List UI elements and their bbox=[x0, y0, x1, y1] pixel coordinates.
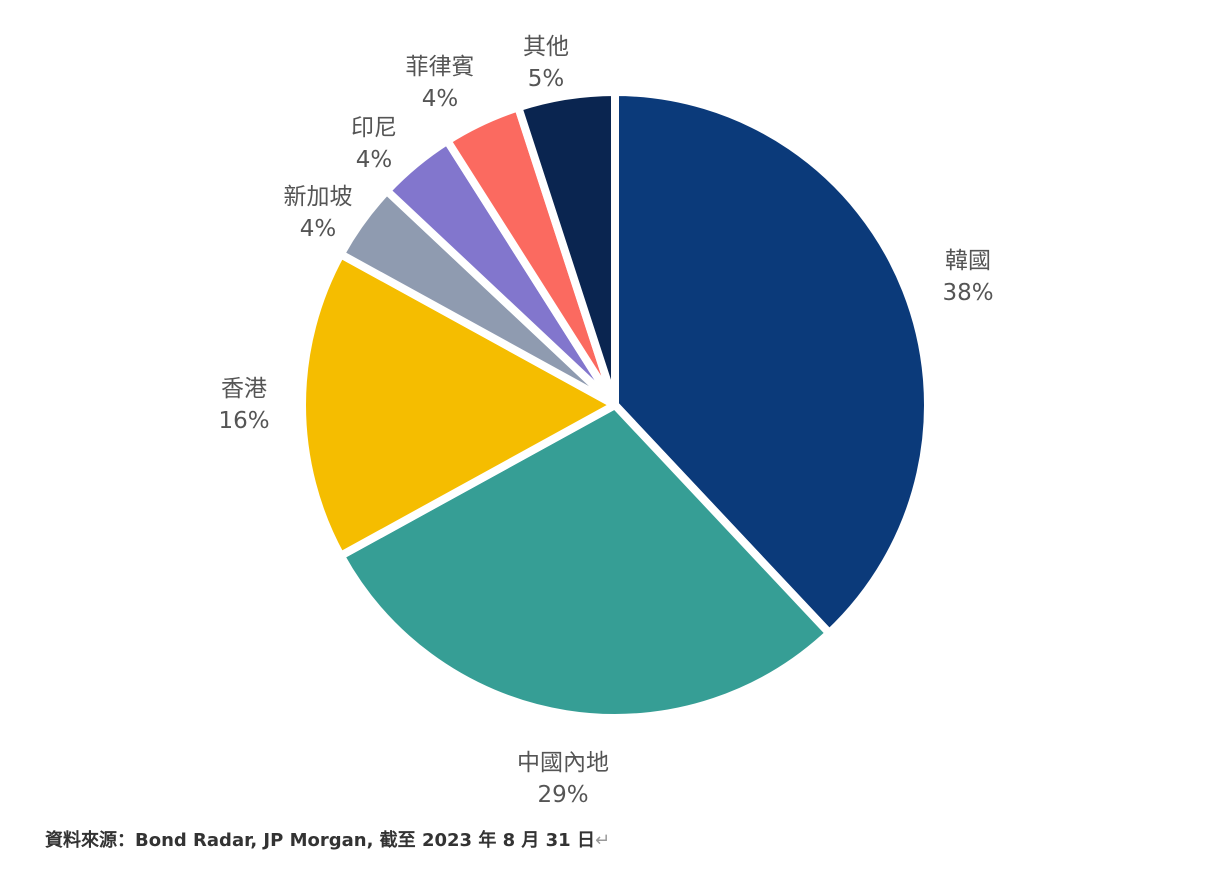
slice-label-hong-kong: 香港 16% bbox=[218, 376, 269, 434]
slice-value-hong-kong: 16% bbox=[218, 408, 269, 434]
slice-value-korea: 38% bbox=[942, 280, 993, 306]
pie-slice-china-mainland bbox=[336, 401, 834, 722]
slice-value-singapore: 4% bbox=[300, 216, 337, 242]
return-mark: ↵ bbox=[594, 830, 611, 851]
slice-label-china-mainland: 中國內地 29% bbox=[517, 750, 609, 808]
source-text: 資料來源：Bond Radar, JP Morgan, 截至 2023 年 8 … bbox=[45, 830, 595, 851]
slice-name-korea: 韓國 bbox=[945, 248, 991, 274]
slice-label-singapore: 新加坡 4% bbox=[284, 184, 353, 242]
slice-label-philippines: 菲律賓 4% bbox=[406, 54, 475, 112]
slice-name-singapore: 新加坡 bbox=[284, 184, 353, 210]
slice-label-korea: 韓國 38% bbox=[942, 248, 993, 306]
pie-slice-others bbox=[514, 88, 619, 409]
slice-value-others: 5% bbox=[528, 66, 565, 92]
pie-labels: 韓國 38%中國內地 29%香港 16%新加坡 4%印尼 4%菲律賓 4%其他 5% bbox=[218, 34, 993, 808]
slice-name-indonesia: 印尼 bbox=[351, 115, 397, 141]
slice-label-indonesia: 印尼 4% bbox=[351, 115, 397, 173]
slice-value-philippines: 4% bbox=[422, 86, 459, 112]
slice-name-philippines: 菲律賓 bbox=[406, 54, 475, 80]
pie-slice-korea bbox=[611, 88, 932, 638]
slice-label-others: 其他 5% bbox=[523, 34, 569, 92]
source-note: 資料來源：Bond Radar, JP Morgan, 截至 2023 年 8 … bbox=[45, 826, 610, 852]
pie-slice-hong-kong bbox=[298, 250, 619, 560]
slice-name-hong-kong: 香港 bbox=[221, 376, 267, 402]
slice-name-china-mainland: 中國內地 bbox=[517, 750, 609, 776]
slice-name-others: 其他 bbox=[523, 34, 569, 60]
slice-value-china-mainland: 29% bbox=[537, 782, 588, 808]
slice-value-indonesia: 4% bbox=[356, 147, 393, 173]
pie-slices bbox=[298, 88, 932, 722]
